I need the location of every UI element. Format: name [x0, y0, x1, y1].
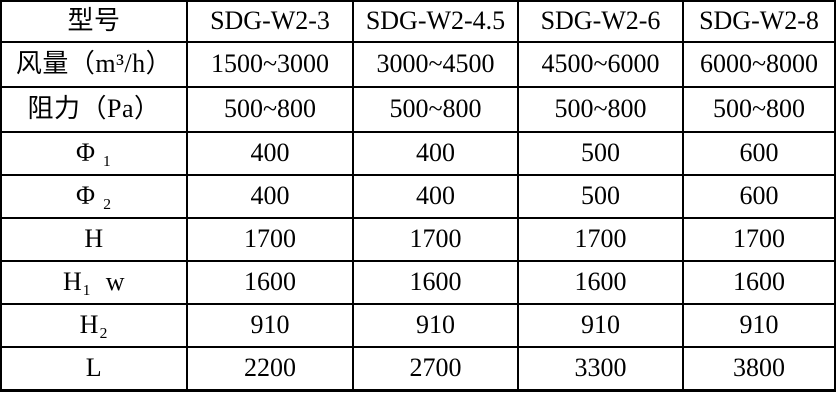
header-row: 型号 SDG-W2-3 SDG-W2-4.5 SDG-W2-6 SDG-W2-8	[0, 0, 836, 43]
value-cell: 1600	[517, 260, 684, 305]
value-cell: 1700	[186, 217, 354, 262]
value-cell: 2200	[186, 346, 354, 392]
header-cell-model-4: SDG-W2-8	[682, 0, 836, 43]
row-label-phi1: Φ ₁	[0, 131, 188, 176]
value-cell: 1600	[186, 260, 354, 305]
value-cell: 500~800	[186, 86, 354, 133]
table-row-h2: H₂ 910 910 910 910	[0, 303, 836, 348]
table-row-phi2: Φ ₂ 400 400 500 600	[0, 174, 836, 219]
row-label-airflow: 风量（m³/h）	[0, 41, 188, 88]
value-cell: 3800	[682, 346, 836, 392]
value-cell: 500~800	[517, 86, 684, 133]
value-cell: 1700	[517, 217, 684, 262]
header-cell-model-3: SDG-W2-6	[517, 0, 684, 43]
value-cell: 3300	[517, 346, 684, 392]
value-cell: 600	[682, 174, 836, 219]
header-cell-model-1: SDG-W2-3	[186, 0, 354, 43]
value-cell: 2700	[352, 346, 519, 392]
table-row-phi1: Φ ₁ 400 400 500 600	[0, 131, 836, 176]
value-cell: 910	[682, 303, 836, 348]
value-cell: 1500~3000	[186, 41, 354, 88]
value-cell: 910	[186, 303, 354, 348]
value-cell: 1600	[352, 260, 519, 305]
table-row-h1: H₁ w 1600 1600 1600 1600	[0, 260, 836, 305]
table-row-l: L 2200 2700 3300 3800	[0, 346, 836, 392]
value-cell: 500~800	[352, 86, 519, 133]
value-cell: 600	[682, 131, 836, 176]
table-row-resistance: 阻力（Pa） 500~800 500~800 500~800 500~800	[0, 86, 836, 133]
header-cell-model-label: 型号	[0, 0, 188, 43]
value-cell: 6000~8000	[682, 41, 836, 88]
spec-table: 型号 SDG-W2-3 SDG-W2-4.5 SDG-W2-6 SDG-W2-8…	[0, 0, 836, 392]
row-label-l: L	[0, 346, 188, 392]
value-cell: 910	[517, 303, 684, 348]
value-cell: 4500~6000	[517, 41, 684, 88]
value-cell: 1600	[682, 260, 836, 305]
table-row-h: H 1700 1700 1700 1700	[0, 217, 836, 262]
value-cell: 400	[352, 131, 519, 176]
value-cell: 400	[186, 174, 354, 219]
header-cell-model-2: SDG-W2-4.5	[352, 0, 519, 43]
row-label-h: H	[0, 217, 188, 262]
row-label-phi2: Φ ₂	[0, 174, 188, 219]
value-cell: 400	[352, 174, 519, 219]
table-row-airflow: 风量（m³/h） 1500~3000 3000~4500 4500~6000 6…	[0, 41, 836, 88]
value-cell: 3000~4500	[352, 41, 519, 88]
value-cell: 500	[517, 131, 684, 176]
row-label-h2: H₂	[0, 303, 188, 348]
value-cell: 400	[186, 131, 354, 176]
value-cell: 1700	[682, 217, 836, 262]
value-cell: 500	[517, 174, 684, 219]
row-label-h1: H₁ w	[0, 260, 188, 305]
value-cell: 910	[352, 303, 519, 348]
value-cell: 1700	[352, 217, 519, 262]
row-label-resistance: 阻力（Pa）	[0, 86, 188, 133]
value-cell: 500~800	[682, 86, 836, 133]
